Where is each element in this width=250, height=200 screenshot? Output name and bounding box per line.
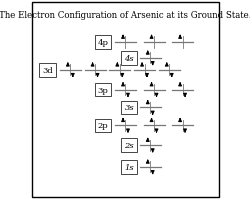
Text: 2p: 2p xyxy=(97,122,108,130)
Text: 4s: 4s xyxy=(124,55,134,63)
FancyBboxPatch shape xyxy=(121,101,137,115)
FancyBboxPatch shape xyxy=(121,160,137,174)
Text: 3d: 3d xyxy=(42,66,53,74)
FancyBboxPatch shape xyxy=(94,36,110,50)
FancyBboxPatch shape xyxy=(121,139,137,152)
Text: 3s: 3s xyxy=(124,104,134,112)
FancyBboxPatch shape xyxy=(121,52,137,65)
Text: 2s: 2s xyxy=(124,141,134,149)
Text: 3p: 3p xyxy=(97,86,108,94)
FancyBboxPatch shape xyxy=(39,64,55,77)
Text: The Electron Configuration of Arsenic at its Ground State.: The Electron Configuration of Arsenic at… xyxy=(0,11,250,20)
Text: 4p: 4p xyxy=(97,39,108,47)
FancyBboxPatch shape xyxy=(94,119,110,132)
FancyBboxPatch shape xyxy=(94,83,110,97)
Text: 1s: 1s xyxy=(124,163,134,171)
